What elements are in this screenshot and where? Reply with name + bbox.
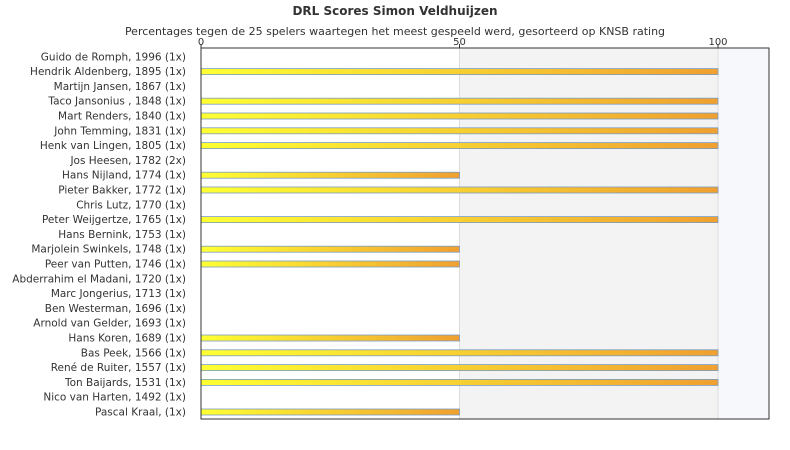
category-label: René de Ruiter, 1557 (1x)	[51, 362, 186, 374]
bar	[200, 186, 719, 194]
category-label: Hendrik Aldenberg, 1895 (1x)	[30, 66, 186, 78]
category-label: John Temming, 1831 (1x)	[53, 125, 186, 137]
bar	[200, 127, 719, 135]
bar	[200, 216, 719, 224]
category-label: Marjolein Swinkels, 1748 (1x)	[31, 244, 186, 256]
plot-frame	[200, 47, 770, 420]
bar	[200, 364, 719, 372]
category-label: Peer van Putten, 1746 (1x)	[45, 259, 186, 271]
x-tick-label: 50	[453, 37, 466, 48]
bar	[200, 378, 719, 386]
y-axis-labels: Guido de Romph, 1996 (1x) Hendrik Aldenbe…	[12, 51, 186, 418]
category-label: Hans Nijland, 1774 (1x)	[62, 170, 186, 182]
x-axis-ticks: 0 50 100	[198, 37, 728, 48]
category-label: Pieter Bakker, 1772 (1x)	[58, 185, 186, 197]
category-label: Henk van Lingen, 1805 (1x)	[40, 140, 186, 152]
category-label: Bas Peek, 1566 (1x)	[81, 347, 186, 359]
category-label: Hans Bernink, 1753 (1x)	[58, 229, 186, 241]
category-label: Ben Westerman, 1696 (1x)	[45, 303, 186, 315]
bar	[200, 260, 460, 268]
bar	[200, 245, 460, 253]
plot-background-bands	[459, 48, 769, 419]
x-tick-label: 0	[198, 37, 204, 48]
chart-title: DRL Scores Simon Veldhuijzen	[292, 4, 498, 18]
category-label: Ton Baijards, 1531 (1x)	[64, 377, 186, 389]
bar	[200, 68, 719, 75]
bar	[200, 408, 460, 416]
bar	[200, 97, 719, 105]
category-label: Guido de Romph, 1996 (1x)	[41, 51, 186, 63]
category-label: Hans Koren, 1689 (1x)	[68, 333, 186, 345]
bar	[200, 112, 719, 120]
category-label: Taco Jansonius , 1848 (1x)	[47, 96, 186, 108]
category-label: Arnold van Gelder, 1693 (1x)	[33, 318, 186, 330]
category-label: Martijn Jansen, 1867 (1x)	[54, 81, 186, 93]
category-label: Peter Weijgertze, 1765 (1x)	[42, 214, 186, 226]
category-label: Nico van Harten, 1492 (1x)	[43, 392, 186, 404]
category-label: Abderrahim el Madani, 1720 (1x)	[12, 273, 186, 285]
chart-subtitle: Percentages tegen de 25 spelers waartege…	[124, 25, 666, 38]
gridlines	[459, 48, 719, 419]
category-label: Chris Lutz, 1770 (1x)	[76, 199, 186, 211]
category-label: Pascal Kraal, (1x)	[95, 407, 186, 419]
bar	[200, 334, 460, 342]
bar	[200, 142, 719, 150]
bars	[200, 68, 719, 416]
bar	[200, 171, 460, 179]
x-tick-label: 100	[708, 37, 727, 48]
category-label: Mart Renders, 1840 (1x)	[58, 111, 186, 123]
band-100-plus	[718, 48, 769, 419]
bar	[200, 349, 719, 357]
category-label: Jos Heesen, 1782 (2x)	[69, 155, 186, 167]
band-50-100	[459, 48, 718, 419]
category-label: Marc Jongerius, 1713 (1x)	[51, 288, 186, 300]
